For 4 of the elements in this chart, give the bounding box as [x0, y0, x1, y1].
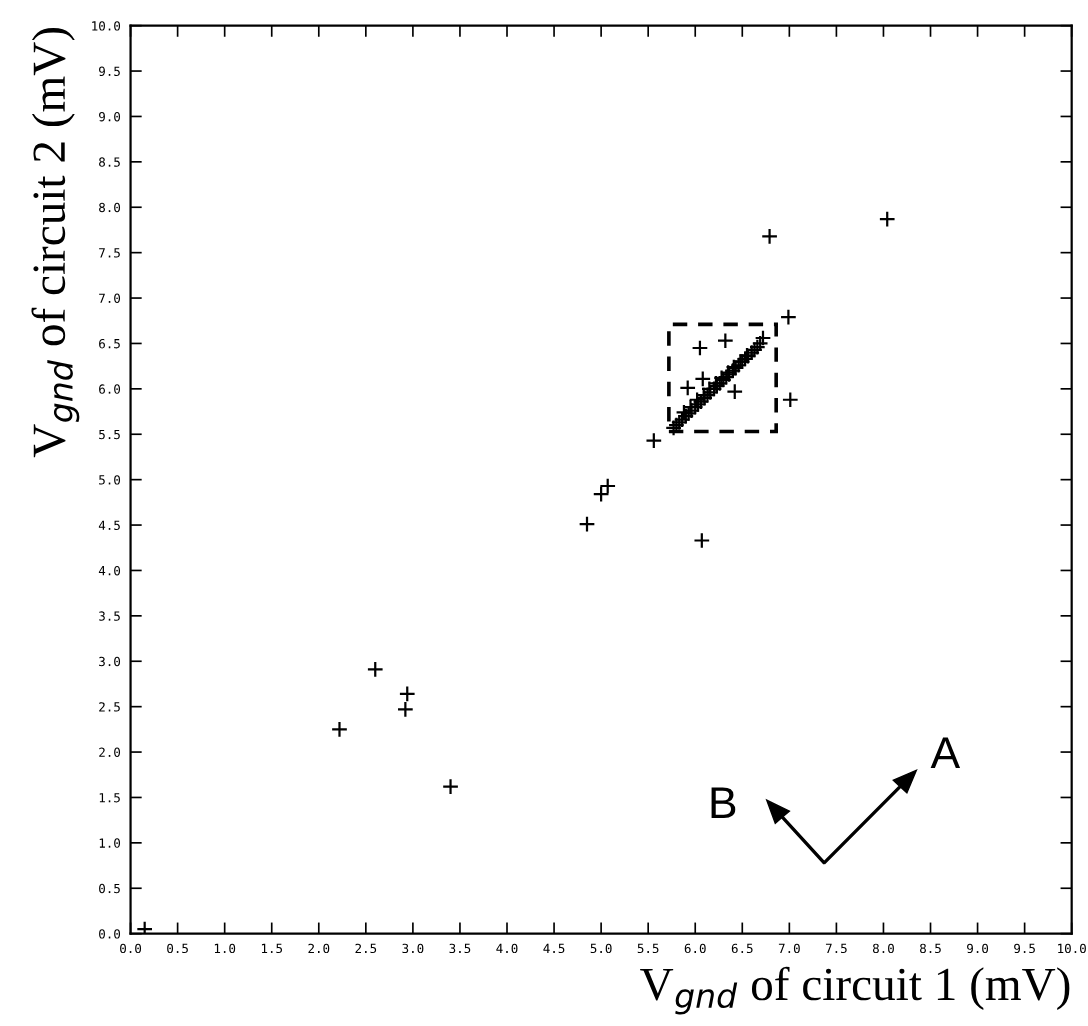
annotation: B — [711, 787, 736, 819]
y-axis-title: V$_{gnd}$ of circuit 2 (mV) — [31, 27, 80, 458]
annotation: A — [930, 737, 961, 769]
x-axis-title: V$_{gnd}$ of circuit 1 (mV) — [640, 966, 1070, 1015]
